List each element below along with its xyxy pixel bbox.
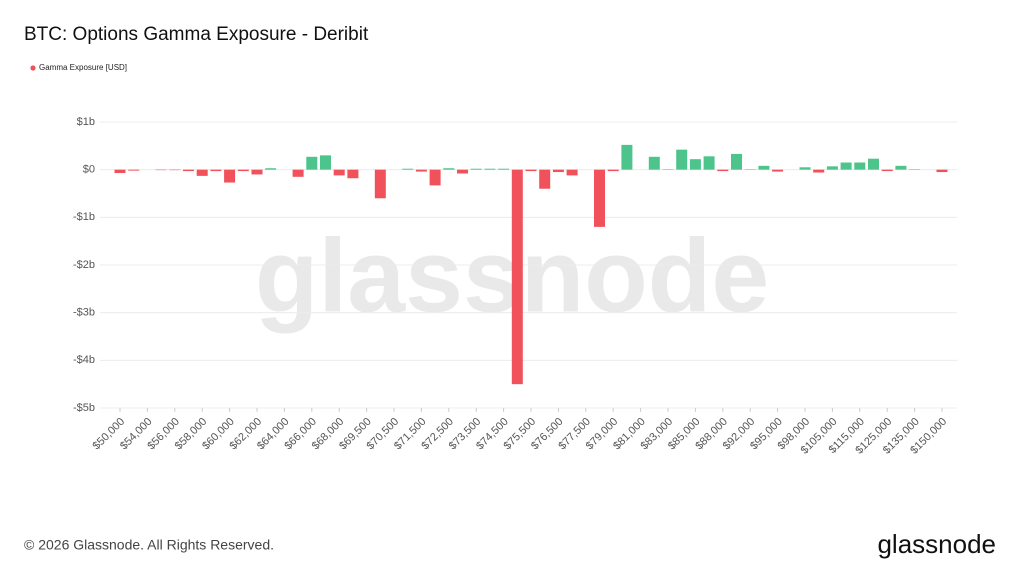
legend-marker bbox=[30, 65, 35, 70]
bar bbox=[183, 170, 194, 171]
bar bbox=[512, 170, 523, 385]
bar bbox=[306, 157, 317, 170]
y-tick-label: -$4b bbox=[73, 354, 95, 366]
bar bbox=[895, 166, 906, 170]
bar bbox=[210, 170, 221, 171]
logo: glassnode bbox=[877, 529, 996, 559]
bar bbox=[293, 170, 304, 177]
bar bbox=[224, 170, 235, 183]
footer: © 2026 Glassnode. All Rights Reserved. bbox=[24, 537, 274, 553]
bar bbox=[854, 163, 865, 170]
bar bbox=[416, 170, 427, 172]
bar bbox=[402, 169, 413, 170]
bar bbox=[197, 170, 208, 176]
bar bbox=[800, 167, 811, 169]
bar bbox=[772, 170, 783, 172]
bar bbox=[882, 170, 893, 171]
bar bbox=[498, 169, 509, 170]
y-tick-label: -$1b bbox=[73, 211, 95, 223]
bar bbox=[621, 145, 632, 170]
y-tick-label: -$2b bbox=[73, 259, 95, 271]
chart-title: BTC: Options Gamma Exposure - Deribit bbox=[24, 24, 369, 45]
bar bbox=[758, 166, 769, 170]
bar bbox=[334, 170, 345, 176]
bar bbox=[937, 170, 948, 172]
bar bbox=[375, 170, 386, 199]
y-tick-label: -$3b bbox=[73, 307, 95, 319]
bar bbox=[484, 169, 495, 170]
bar bbox=[347, 170, 358, 179]
bar bbox=[457, 170, 468, 174]
y-tick-label: $0 bbox=[83, 164, 95, 176]
bar bbox=[539, 170, 550, 189]
bar bbox=[115, 170, 126, 173]
bar bbox=[690, 159, 701, 169]
bar bbox=[649, 157, 660, 170]
bar bbox=[841, 163, 852, 170]
bar bbox=[128, 170, 139, 171]
bar bbox=[717, 170, 728, 171]
bar bbox=[868, 159, 879, 170]
bar bbox=[567, 170, 578, 176]
y-tick-label: -$5b bbox=[73, 402, 95, 414]
bar bbox=[252, 170, 263, 175]
bar bbox=[265, 168, 276, 169]
bar bbox=[238, 170, 249, 171]
plot: $1b$0-$1b-$2b-$3b-$4b-$5b$50,000$54,000$… bbox=[73, 116, 957, 457]
bar bbox=[813, 170, 824, 173]
bar bbox=[704, 156, 715, 169]
bar bbox=[594, 170, 605, 227]
bar bbox=[553, 170, 564, 172]
bar bbox=[526, 170, 537, 171]
bar bbox=[430, 170, 441, 186]
bar bbox=[443, 168, 454, 169]
bar bbox=[827, 166, 838, 169]
bar bbox=[320, 155, 331, 169]
bar bbox=[676, 150, 687, 170]
bar bbox=[471, 169, 482, 170]
y-tick-label: $1b bbox=[77, 116, 95, 128]
bar bbox=[731, 154, 742, 170]
bar bbox=[608, 170, 619, 171]
legend-label: Gamma Exposure [USD] bbox=[39, 63, 127, 72]
